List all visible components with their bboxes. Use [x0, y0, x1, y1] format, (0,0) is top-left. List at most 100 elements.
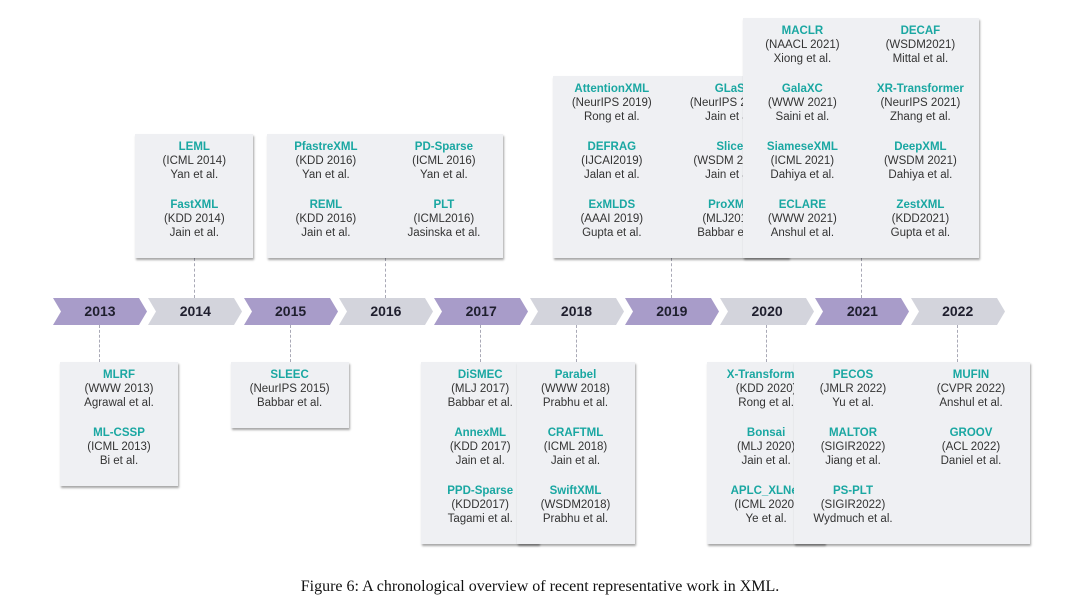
paper-authors: Jiang et al. — [825, 455, 881, 467]
year-arrow-shape — [815, 298, 910, 325]
year-arrow-path — [243, 298, 338, 325]
year-marker-2016: 2016 — [338, 298, 433, 325]
paper-name: FastXML — [170, 199, 219, 211]
paper-venue: (WSDM2021) — [885, 39, 956, 51]
paper-entry: Bonsai (MLJ 2020) Jain et al. — [711, 426, 821, 468]
paper-name: X-Transformer — [726, 369, 806, 381]
paper-venue: (AAAI 2019) — [580, 213, 644, 225]
paper-name: DeepXML — [894, 141, 947, 153]
paper-card-2014: LEML (ICML 2014) Yan et al. FastXML (KDD 201… — [135, 134, 254, 258]
year-arrow-shape — [624, 298, 719, 325]
year-marker-2015: 2015 — [243, 298, 338, 325]
paper-name: SwiftXML — [549, 485, 602, 497]
paper-entry: ZestXML (KDD2021) Gupta et al. — [865, 198, 975, 240]
paper-authors: Prabhu et al. — [542, 513, 609, 525]
paper-venue: (ICML 2021) — [770, 155, 835, 167]
paper-authors: Jain et al. — [741, 455, 791, 467]
paper-entry: PLT (ICML2016) Jasinska et al. — [389, 198, 499, 240]
connector-line-2019 — [670, 258, 672, 298]
paper-venue: (KDD2017) — [451, 499, 509, 511]
paper-card-2022: PECOS (JMLR 2022) Yu et al. MALTOR (SIGIR202… — [794, 362, 1030, 544]
paper-name: DEFRAG — [587, 141, 637, 153]
paper-venue: (SIGIR2022) — [820, 441, 886, 453]
paper-authors: Jain et al. — [169, 227, 219, 239]
paper-entry: SwiftXML (WSDM2018) Prabhu et al. — [521, 484, 631, 526]
year-arrow-shape — [53, 298, 147, 325]
paper-venue: (ACL 2022) — [941, 441, 1001, 453]
year-marker-2017: 2017 — [434, 298, 529, 325]
paper-authors: Babbar et al. — [447, 397, 513, 409]
paper-venue: (ICML 2016) — [412, 155, 476, 167]
year-marker-2014: 2014 — [148, 298, 243, 325]
connector-line-2018 — [575, 325, 577, 362]
year-label: 2013 — [84, 303, 116, 319]
paper-authors: Jain et al. — [705, 111, 755, 123]
paper-authors: Dahiya et al. — [888, 169, 953, 181]
paper-authors: Prabhu et al. — [542, 397, 609, 409]
paper-venue: (NeurIPS 2015) — [249, 383, 330, 395]
paper-venue: (WSDM2018) — [540, 499, 611, 511]
paper-authors: Saini et al. — [775, 111, 830, 123]
figure-caption: Figure 6: A chronological overview of re… — [300, 578, 780, 595]
paper-entry: PD-Sparse (ICML 2016) Yan et al. — [389, 140, 499, 182]
year-arrow-path — [148, 298, 243, 325]
paper-authors: Mittal et al. — [892, 53, 949, 65]
paper-entry: GLaS (NeurIPS 2019) Jain et al. — [675, 82, 785, 124]
paper-venue: (ICML 2014) — [162, 155, 227, 167]
paper-entry: CRAFTML (ICML 2018) Jain et al. — [521, 426, 631, 468]
paper-card-2021: MACLR (NAACL 2021) Xiong et al. GalaXC (WWW … — [743, 18, 980, 258]
connector-line-2014 — [194, 258, 196, 298]
paper-authors: Agrawal et al. — [84, 397, 154, 409]
year-arrow-shape — [243, 298, 338, 325]
year-marker-2013: 2013 — [53, 298, 147, 325]
paper-name: PS-PLT — [832, 485, 874, 497]
paper-venue: (WWW 2013) — [84, 383, 154, 395]
year-label: 2015 — [275, 303, 307, 319]
paper-entry: Parabel (WWW 2018) Prabhu et al. — [521, 368, 631, 410]
paper-authors: Bi et al. — [99, 455, 139, 467]
paper-name: PD-Sparse — [414, 141, 473, 153]
paper-venue: (KDD 2014) — [163, 213, 225, 225]
year-arrow-path — [624, 298, 719, 325]
paper-name: AttentionXML — [574, 83, 650, 95]
year-arrow-path — [910, 298, 1005, 325]
year-label: 2022 — [942, 303, 974, 319]
paper-entry: XR-Transformer (NeurIPS 2021) Zhang et al. — [865, 82, 975, 124]
paper-venue: (WWW 2021) — [767, 213, 837, 225]
year-label: 2021 — [846, 303, 878, 319]
paper-venue: (WWW 2018) — [541, 383, 610, 395]
paper-venue: (ICML 2018) — [543, 441, 608, 453]
paper-name: PPD-Sparse — [447, 485, 514, 497]
year-arrow-path — [53, 298, 147, 325]
paper-venue: (SIGIR2022) — [820, 499, 886, 511]
paper-venue: (MLJ 2017) — [451, 383, 510, 395]
paper-authors: Jain et al. — [705, 169, 755, 181]
year-arrow-path — [338, 298, 433, 325]
year-arrow-shape — [910, 298, 1005, 325]
paper-authors: Tagami et al. — [447, 513, 513, 525]
paper-venue: (ICML 2020) — [734, 499, 798, 511]
paper-entry: AttentionXML (NeurIPS 2019) Rong et al. — [557, 82, 667, 124]
paper-entry: MLRF (WWW 2013) Agrawal et al. — [64, 368, 174, 410]
paper-authors: Yan et al. — [170, 169, 219, 181]
paper-entry: PS-PLT (SIGIR2022) Wydmuch et al. — [798, 484, 908, 526]
paper-name: PECOS — [832, 369, 874, 381]
paper-entry: SiameseXML (ICML 2021) Dahiya et al. — [747, 140, 857, 182]
paper-venue: (KDD 2020) — [735, 383, 797, 395]
paper-venue: (MLJ 2020) — [737, 441, 796, 453]
paper-name: MLRF — [103, 369, 135, 381]
paper-name: Bonsai — [746, 427, 786, 439]
year-arrow-shape — [434, 298, 529, 325]
paper-entry: LEML (ICML 2014) Yan et al. — [139, 140, 249, 182]
paper-name: ECLARE — [778, 199, 827, 211]
paper-name: Slice — [716, 141, 744, 153]
paper-authors: Xiong et al. — [773, 53, 832, 65]
paper-authors: Dahiya et al. — [770, 169, 835, 181]
year-marker-2021: 2021 — [815, 298, 910, 325]
paper-entry: DiSMEC (MLJ 2017) Babbar et al. — [425, 368, 535, 410]
year-marker-2019: 2019 — [624, 298, 719, 325]
paper-venue: (CVPR 2022) — [936, 383, 1006, 395]
paper-entry: PECOS (JMLR 2022) Yu et al. — [798, 368, 908, 410]
paper-venue: (WWW 2021) — [767, 97, 837, 109]
